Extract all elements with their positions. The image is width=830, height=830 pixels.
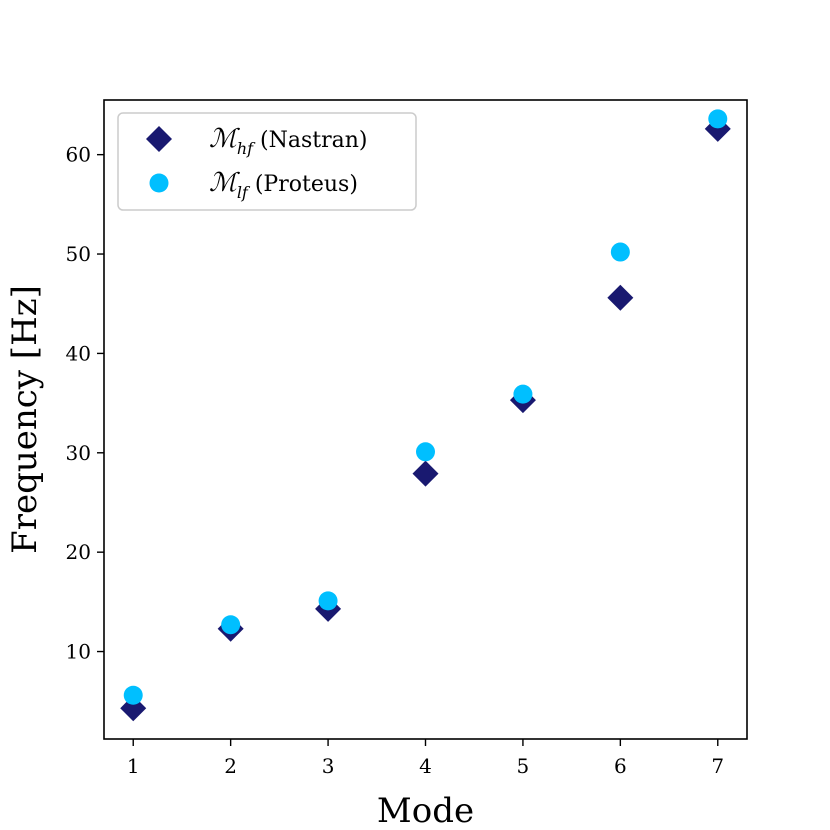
legend-diamond-marker bbox=[146, 126, 172, 152]
data-point-circle bbox=[416, 442, 435, 462]
data-point-circle bbox=[123, 685, 143, 705]
data-point-circle bbox=[318, 591, 338, 611]
y-axis-title: Frequency [Hz] bbox=[5, 285, 45, 554]
axis-ticks: 1 2 3 4 5 6 7 10 20 30 40 50 60 bbox=[66, 143, 725, 778]
y-tick-label: 30 bbox=[66, 441, 91, 465]
legend-frame bbox=[117, 112, 417, 211]
x-tick-label: 2 bbox=[224, 754, 237, 778]
series-circle-points bbox=[123, 109, 728, 705]
legend: ℳhf (Nastran) ℳlf (Proteus) bbox=[117, 112, 417, 211]
data-point-circle bbox=[708, 109, 728, 129]
legend-circle-marker bbox=[149, 173, 169, 193]
x-axis-title: Mode bbox=[377, 791, 474, 830]
plot-frame bbox=[103, 99, 748, 740]
data-point-diamond bbox=[607, 284, 634, 311]
y-tick-label: 20 bbox=[66, 540, 91, 564]
x-tick-label: 6 bbox=[614, 754, 627, 778]
data-point-circle bbox=[221, 615, 241, 635]
x-tick-label: 5 bbox=[517, 754, 530, 778]
y-tick-label: 50 bbox=[66, 242, 91, 266]
y-tick-label: 40 bbox=[66, 341, 91, 365]
data-point-circle bbox=[610, 242, 630, 262]
data-point-circle bbox=[513, 384, 533, 404]
legend-entry-label: ℳlf (Proteus) bbox=[209, 168, 358, 202]
legend-entry-label: ℳhf (Nastran) bbox=[209, 124, 368, 158]
x-tick-label: 7 bbox=[711, 754, 724, 778]
x-tick-label: 1 bbox=[127, 754, 140, 778]
data-points bbox=[120, 109, 731, 722]
x-tick-label: 3 bbox=[322, 754, 335, 778]
x-tick-label: 4 bbox=[419, 754, 432, 778]
y-tick-label: 60 bbox=[66, 143, 91, 167]
y-tick-label: 10 bbox=[66, 640, 91, 664]
data-point-diamond bbox=[412, 460, 439, 487]
